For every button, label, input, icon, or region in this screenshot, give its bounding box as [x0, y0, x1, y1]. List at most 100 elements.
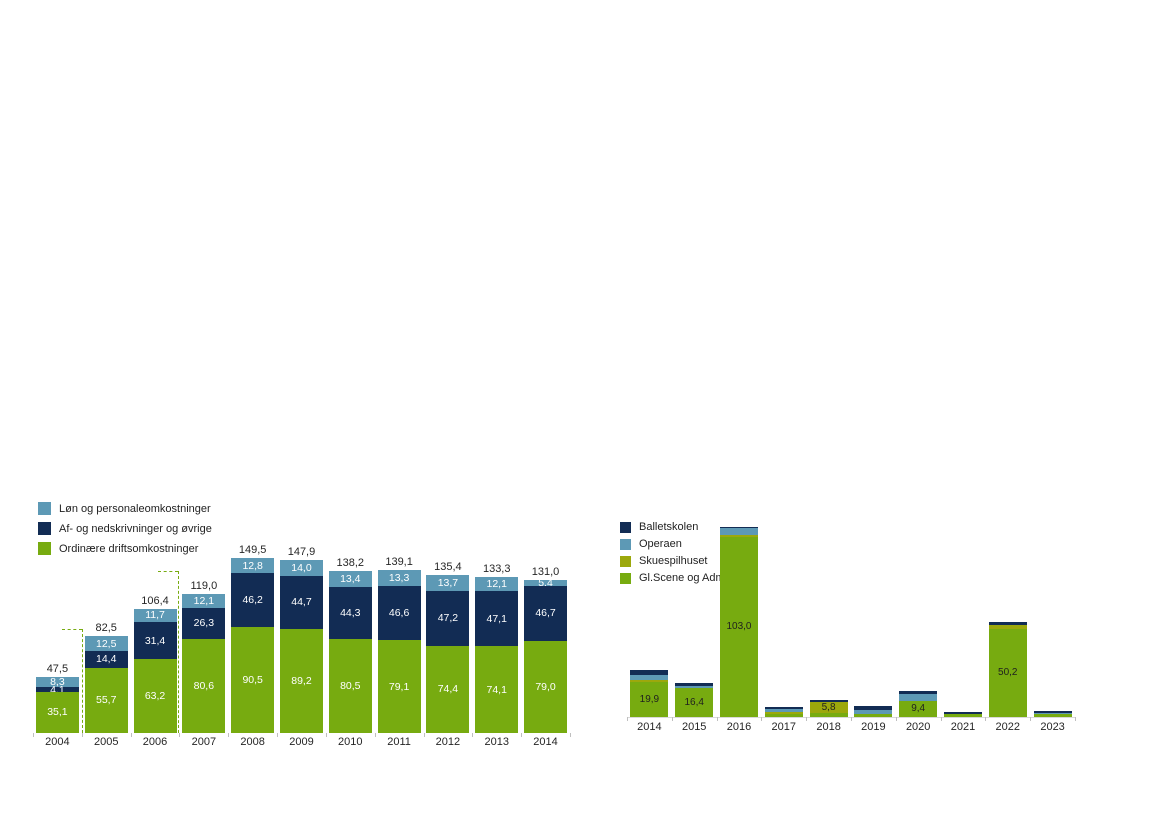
bar-segment-label: 12,1 — [486, 578, 507, 591]
annotation-dashed-line-2005 — [62, 629, 82, 630]
bar-segment-label: 79,1 — [388, 680, 410, 693]
legend-label: Operaen — [639, 538, 682, 550]
x-axis-label: 2017 — [771, 721, 797, 733]
bar-segment: 44,3 — [328, 587, 372, 639]
bar-segment — [719, 528, 758, 535]
legend-item-skuespilhuset: Skuespilhuset — [620, 555, 728, 567]
bar-column-2004: 47,5 8,3 4,1 35,1 — [33, 663, 82, 733]
bar-segment-label: 46,7 — [535, 607, 556, 620]
bar-segment-label: 47,2 — [437, 612, 459, 625]
bar-column-2014: 19,9 — [627, 669, 672, 717]
bar-segment: 46,2 — [231, 573, 275, 628]
bar-stack — [1033, 711, 1072, 717]
legend-swatch-icon — [620, 521, 631, 533]
bar-segment: 74,1 — [475, 646, 519, 733]
bar-stack — [764, 706, 803, 717]
axis-tick — [228, 733, 229, 737]
axis-tick — [472, 733, 473, 737]
bar-segment — [988, 624, 1027, 630]
axis-tick — [277, 733, 278, 737]
x-axis-label: 2016 — [726, 721, 752, 733]
bar-segment-label: 13,4 — [340, 573, 361, 586]
bar-stack: 16,4 — [675, 683, 714, 717]
bar-segment — [1033, 712, 1072, 715]
bar-segment-label: 11,7 — [145, 609, 165, 622]
bar-stack: 8,3 4,1 35,1 — [35, 677, 79, 733]
legend-label: Balletskolen — [639, 521, 699, 533]
bar-segment — [764, 706, 803, 710]
legend-swatch-icon — [620, 538, 631, 550]
bar-segment: 79,0 — [524, 640, 568, 733]
x-axis-label: 2005 — [93, 736, 119, 748]
bar-segment-label: 89,2 — [291, 674, 312, 687]
bar-segment-label: 26,3 — [193, 617, 215, 630]
x-axis-label: 2012 — [435, 736, 461, 748]
bar-stack: 19,9 — [630, 669, 669, 717]
bar-total-label: 119,0 — [190, 579, 218, 592]
left-stacked-bar-chart: 47,5 8,3 4,1 35,1 82,5 12,5 14,4 55,7 106,4 11,7 3… — [33, 540, 571, 737]
bar-segment-label: 12,1 — [193, 594, 215, 607]
legend-item-lon-og-personaleomkostninger: Løn og personaleomkostninger — [38, 502, 212, 515]
bar-segment: 14,0 — [279, 559, 323, 577]
bar-segment: 9,4 — [899, 700, 938, 717]
bar-segment — [764, 709, 803, 712]
bar-total-label: 133,3 — [482, 563, 511, 576]
bar-column-2007: 119,0 12,1 26,3 80,6 — [179, 580, 228, 733]
bar-segment: 19,9 — [630, 682, 669, 717]
bar-stack: 50,2 — [988, 622, 1027, 717]
bar-stack — [943, 712, 982, 717]
annotation-dashed-line-2005 — [82, 629, 83, 733]
axis-tick — [1030, 717, 1031, 721]
bar-column-2015: 16,4 — [672, 683, 717, 717]
legend-swatch-icon — [38, 542, 51, 555]
bar-segment-label: 16,4 — [684, 696, 704, 708]
x-axis-label: 2007 — [191, 736, 217, 748]
bar-segment: 90,5 — [231, 627, 275, 733]
bar-segment: 74,4 — [426, 645, 470, 733]
bar-segment: 47,1 — [475, 591, 519, 647]
bar-segment — [899, 693, 938, 701]
x-axis-label: 2023 — [1040, 721, 1065, 733]
bar-segment-label: 46,6 — [388, 607, 410, 620]
bar-segment: 44,7 — [279, 576, 323, 629]
bar-stack — [854, 706, 893, 717]
bar-segment — [988, 622, 1027, 625]
bar-column-2005: 82,5 12,5 14,4 55,7 — [82, 622, 131, 733]
x-axis-label: 2014 — [533, 736, 558, 748]
bar-segment-label: 74,4 — [437, 683, 459, 696]
bar-segment — [899, 690, 938, 694]
bar-segment-label: 46,2 — [242, 594, 263, 607]
bar-total-label: 82,5 — [95, 622, 117, 635]
right-stacked-bar-chart: 19,9 16,4 103,0 5,8 9,4 50,2 — [627, 520, 1076, 721]
bar-segment: 12,1 — [475, 577, 519, 592]
bar-stack: 12,8 46,2 90,5 — [231, 558, 275, 733]
bar-segment — [675, 686, 714, 689]
bar-segment: 55,7 — [84, 667, 128, 733]
axis-tick — [131, 733, 132, 737]
bar-segment-label: 14,4 — [96, 653, 117, 666]
bar-segment-label: 5,8 — [821, 701, 836, 713]
left-chart-x-axis: 2004 2005 2006 2007 2008 2009 2010 2011 2012 2013… — [33, 736, 570, 748]
bar-stack: 13,3 46,6 79,1 — [377, 570, 421, 733]
bar-segment — [630, 675, 669, 680]
bar-segment-label: 63,2 — [144, 690, 166, 703]
bar-segment: 26,3 — [182, 607, 226, 639]
bar-segment: 103,0 — [719, 536, 758, 717]
bar-segment — [630, 669, 669, 676]
annotation-dashed-line-2007 — [158, 571, 178, 572]
bar-total-label: 149,5 — [238, 544, 267, 557]
bar-segment — [854, 706, 893, 710]
bar-segment-label: 31,4 — [144, 634, 166, 647]
bar-column-2011: 139,1 13,3 46,6 79,1 — [375, 556, 424, 733]
bar-stack: 9,4 — [899, 690, 938, 717]
bar-segment — [719, 535, 758, 537]
bar-stack: 14,0 44,7 89,2 — [279, 559, 323, 733]
bar-segment — [764, 711, 803, 714]
bar-segment: 79,1 — [377, 640, 421, 733]
legend-left-chart: Løn og personaleomkostninger Af- og neds… — [38, 502, 212, 555]
x-axis-label: 2015 — [681, 721, 707, 733]
axis-tick — [761, 717, 762, 721]
bar-column-2013: 133,3 12,1 47,1 74,1 — [472, 563, 521, 733]
bar-segment: 5,4 — [524, 578, 568, 588]
